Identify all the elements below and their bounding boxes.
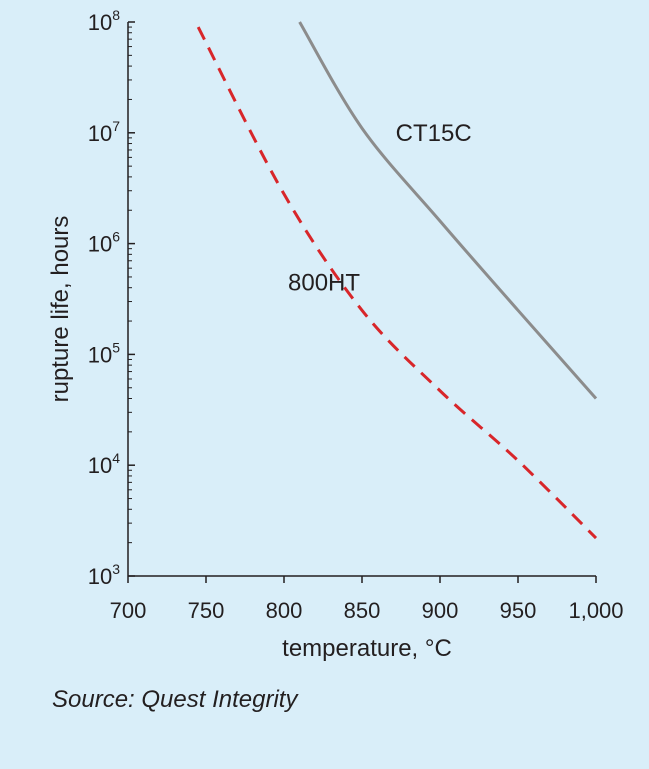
chart-series — [196, 21, 598, 540]
y-tick-label: 103 — [88, 561, 120, 589]
y-tick-label: 105 — [88, 339, 120, 367]
x-tick-label: 950 — [500, 598, 537, 623]
chart-axes: 700 750 800 850 900 950 1,000 103 104 105 106 107 10… — [47, 7, 624, 662]
y-tick-label: 108 — [88, 7, 120, 35]
x-axis-title: temperature, °C — [282, 635, 452, 662]
x-tick-label: 700 — [110, 598, 147, 623]
y-tick-label: 106 — [88, 229, 120, 257]
x-tick-label: 800 — [266, 598, 303, 623]
y-tick-label: 107 — [88, 118, 120, 146]
series-line-ct15c — [298, 21, 598, 400]
source-note: Source: Quest Integrity — [52, 686, 298, 713]
series-label-ct15c: CT15C — [396, 120, 472, 147]
x-tick-label: 900 — [422, 598, 459, 623]
series-label-800ht: 800HT — [288, 269, 360, 296]
chart-labels: CT15C 800HT — [288, 120, 472, 297]
x-tick-label: 850 — [344, 598, 381, 623]
x-tick-label: 750 — [188, 598, 225, 623]
y-tick-label: 104 — [88, 450, 120, 478]
x-tick-label: 1,000 — [568, 598, 623, 623]
series-line-800ht — [196, 26, 598, 540]
rupture-life-chart: 700 750 800 850 900 950 1,000 103 104 105 106 107 10… — [47, 7, 624, 662]
y-axis-title: rupture life, hours — [47, 216, 74, 403]
